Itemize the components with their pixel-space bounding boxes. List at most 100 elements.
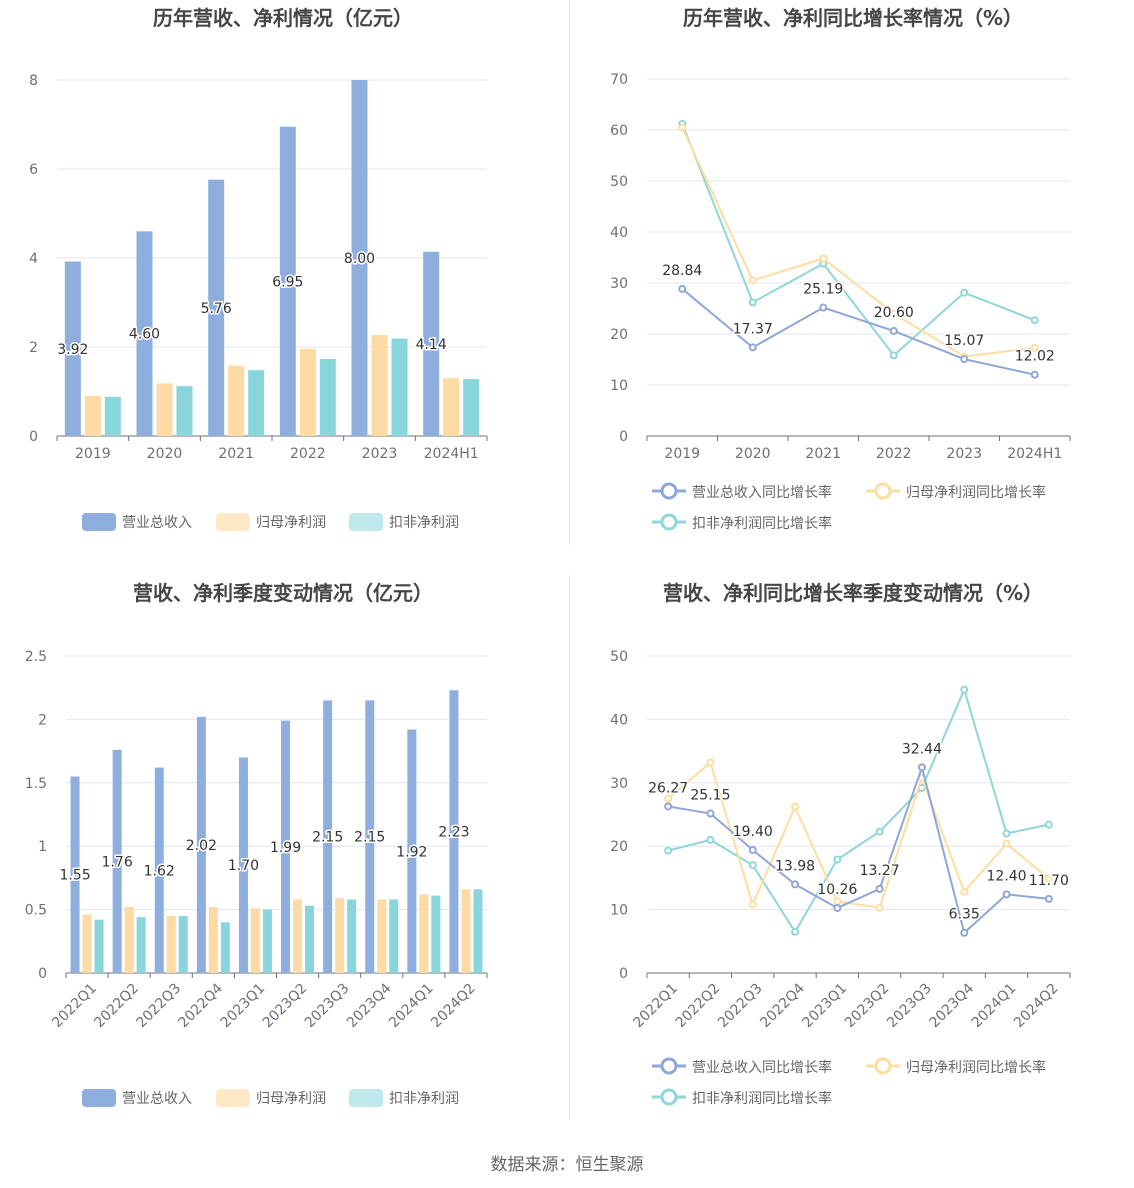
legend-label: 营业总收入 [122, 515, 192, 531]
bar-deducted-profit [473, 889, 483, 973]
series-point [748, 846, 757, 855]
data-label: 25.15 [690, 788, 730, 804]
series-point [1030, 343, 1039, 352]
legend-label: 营业总收入同比增长率 [692, 1059, 832, 1076]
y-tick-label: 1.5 [25, 776, 47, 792]
bar-net-profit [208, 907, 218, 973]
bar-revenue [281, 720, 291, 973]
series-line-revenue [681, 288, 1035, 376]
x-tick-label: 2020 [735, 446, 771, 462]
data-label: 13.27 [860, 863, 900, 879]
bar-revenue [208, 179, 225, 436]
data-label: 1.99 [270, 840, 301, 856]
data-label: 10.26 [817, 882, 857, 898]
x-tick-label: 2022 [876, 446, 912, 462]
series-point [1002, 890, 1011, 899]
chart-annual-growth: 历年营收、净利同比增长率情况（%） 0 10 20 30 40 50 60 70 2019 2020… [610, 6, 1071, 532]
legend-label: 扣非净利润 [389, 515, 459, 531]
series-point [791, 802, 800, 811]
series-point [664, 794, 673, 803]
bar-deducted-profit [136, 917, 146, 973]
bar-revenue [351, 80, 368, 436]
bar-revenue [154, 767, 164, 973]
legend-swatch [216, 1089, 250, 1107]
bar-deducted-profit [431, 895, 441, 973]
series-point [791, 927, 800, 936]
x-tick-label: 2023 [946, 446, 982, 462]
bar-deducted-profit [262, 909, 272, 973]
series-point [875, 827, 884, 836]
series-point [706, 809, 715, 818]
series-point [1044, 820, 1053, 829]
x-tick-label: 2022 [290, 446, 326, 462]
x-tick-label: 2019 [664, 446, 700, 462]
series-point [1044, 874, 1053, 883]
series-line-deducted-profit [681, 123, 1036, 357]
x-tick-label: 2023Q4 [926, 980, 977, 1031]
x-tick-label: 2023Q4 [344, 980, 395, 1031]
bar-net-profit [250, 908, 260, 973]
series-point [664, 846, 673, 855]
legend-label: 扣非净利润 [389, 1091, 459, 1107]
bar-net-profit [335, 898, 345, 973]
chart-annual-amounts: 历年营收、净利情况（亿元） 0 2 4 6 8 2019 2020 2021 2022 2023 20… [29, 6, 488, 531]
data-label: 4.14 [416, 337, 447, 353]
bar-deducted-profit [104, 396, 121, 436]
series-point [1002, 839, 1011, 848]
series-line-net-profit [667, 760, 1050, 909]
bar-revenue [365, 700, 375, 973]
bar-deducted-profit [319, 359, 336, 436]
bar-deducted-profit [305, 905, 315, 973]
x-tick-label: 2019 [75, 446, 111, 462]
legend-label: 归母净利润 [256, 514, 326, 531]
y-tick-label: 70 [610, 72, 628, 88]
bar-net-profit [124, 907, 134, 973]
bar-revenue [70, 776, 80, 973]
bar-net-profit [377, 899, 387, 973]
series-point [875, 884, 884, 893]
y-tick-label: 10 [610, 378, 628, 394]
vertical-divider-top [569, 0, 570, 545]
chart-panel-quarterly-amounts: 营收、净利季度变动情况（亿元） 0 0.5 1 1.5 2 2.5 2022Q1 2022Q2 2… [0, 575, 566, 1120]
series-point [960, 288, 969, 297]
x-tick-label: 2024H1 [1007, 446, 1062, 462]
series-point [678, 284, 687, 293]
series-point [889, 326, 898, 335]
x-tick-label: 2023Q3 [302, 981, 353, 1032]
x-tick-label: 2022Q4 [757, 980, 808, 1031]
legend-marker [660, 1057, 678, 1075]
y-tick-label: 20 [610, 839, 628, 855]
data-label: 26.27 [648, 780, 688, 796]
legend-marker [874, 482, 892, 500]
y-tick-label: 0 [38, 966, 47, 982]
series-point [1030, 370, 1039, 379]
y-tick-label: 4 [29, 251, 38, 267]
series-point [678, 123, 687, 132]
x-tick-label: 2021 [805, 446, 841, 462]
series-line-net-profit [681, 127, 1035, 358]
x-tick-label: 2023Q3 [884, 981, 935, 1032]
bar-net-profit [299, 348, 316, 436]
bar-net-profit [419, 894, 429, 973]
bar-revenue [136, 231, 153, 436]
x-tick-label: 2023Q2 [842, 981, 893, 1032]
legend-label: 扣非净利润同比增长率 [692, 515, 832, 532]
data-label: 2.23 [438, 825, 469, 841]
chart-quarterly-amounts: 营收、净利季度变动情况（亿元）00.511.522.52022Q12022Q22… [25, 581, 488, 1107]
legend-marker [660, 482, 678, 500]
bar-revenue [279, 126, 296, 436]
data-label: 1.62 [144, 863, 175, 879]
data-label: 20.60 [874, 305, 914, 321]
bar-revenue [407, 729, 417, 973]
data-label: 15.07 [944, 333, 984, 349]
data-label: 8.00 [344, 251, 375, 267]
x-tick-label: 2022Q3 [133, 981, 184, 1032]
series-point [960, 928, 969, 937]
x-tick-label: 2023 [362, 446, 398, 462]
series-point [833, 903, 842, 912]
series-point [917, 763, 926, 772]
series-point [1030, 316, 1039, 325]
legend-swatch [82, 513, 116, 531]
bar-deducted-profit [248, 370, 265, 436]
data-label: 4.60 [129, 327, 160, 343]
